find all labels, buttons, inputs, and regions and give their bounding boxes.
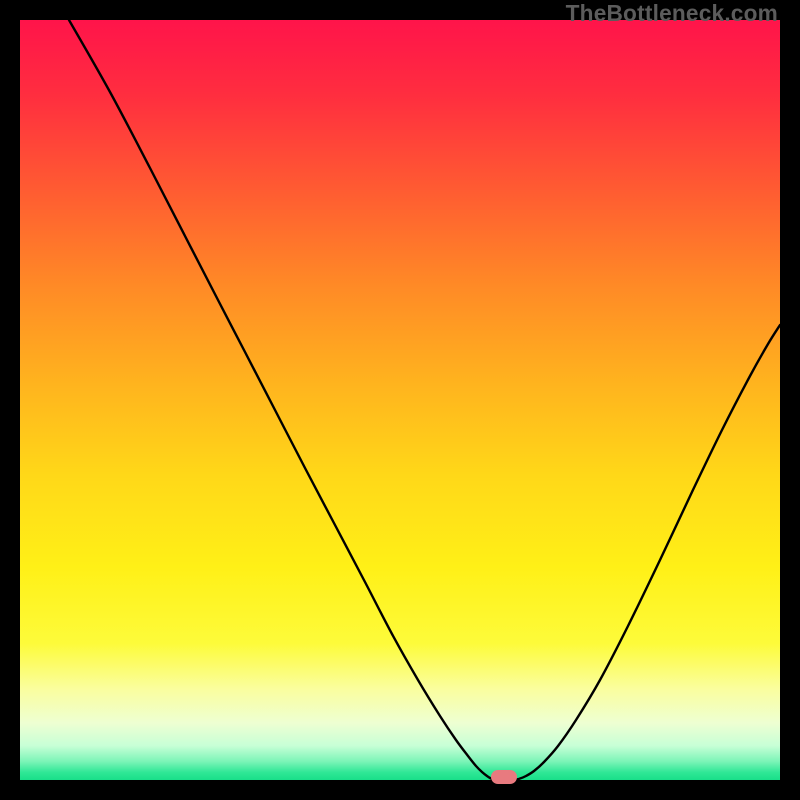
watermark-text: TheBottleneck.com <box>566 0 778 27</box>
chart-frame: TheBottleneck.com <box>0 0 800 800</box>
plot-area <box>20 20 780 780</box>
bottleneck-curve <box>20 20 780 780</box>
optimal-point-marker <box>491 770 517 784</box>
